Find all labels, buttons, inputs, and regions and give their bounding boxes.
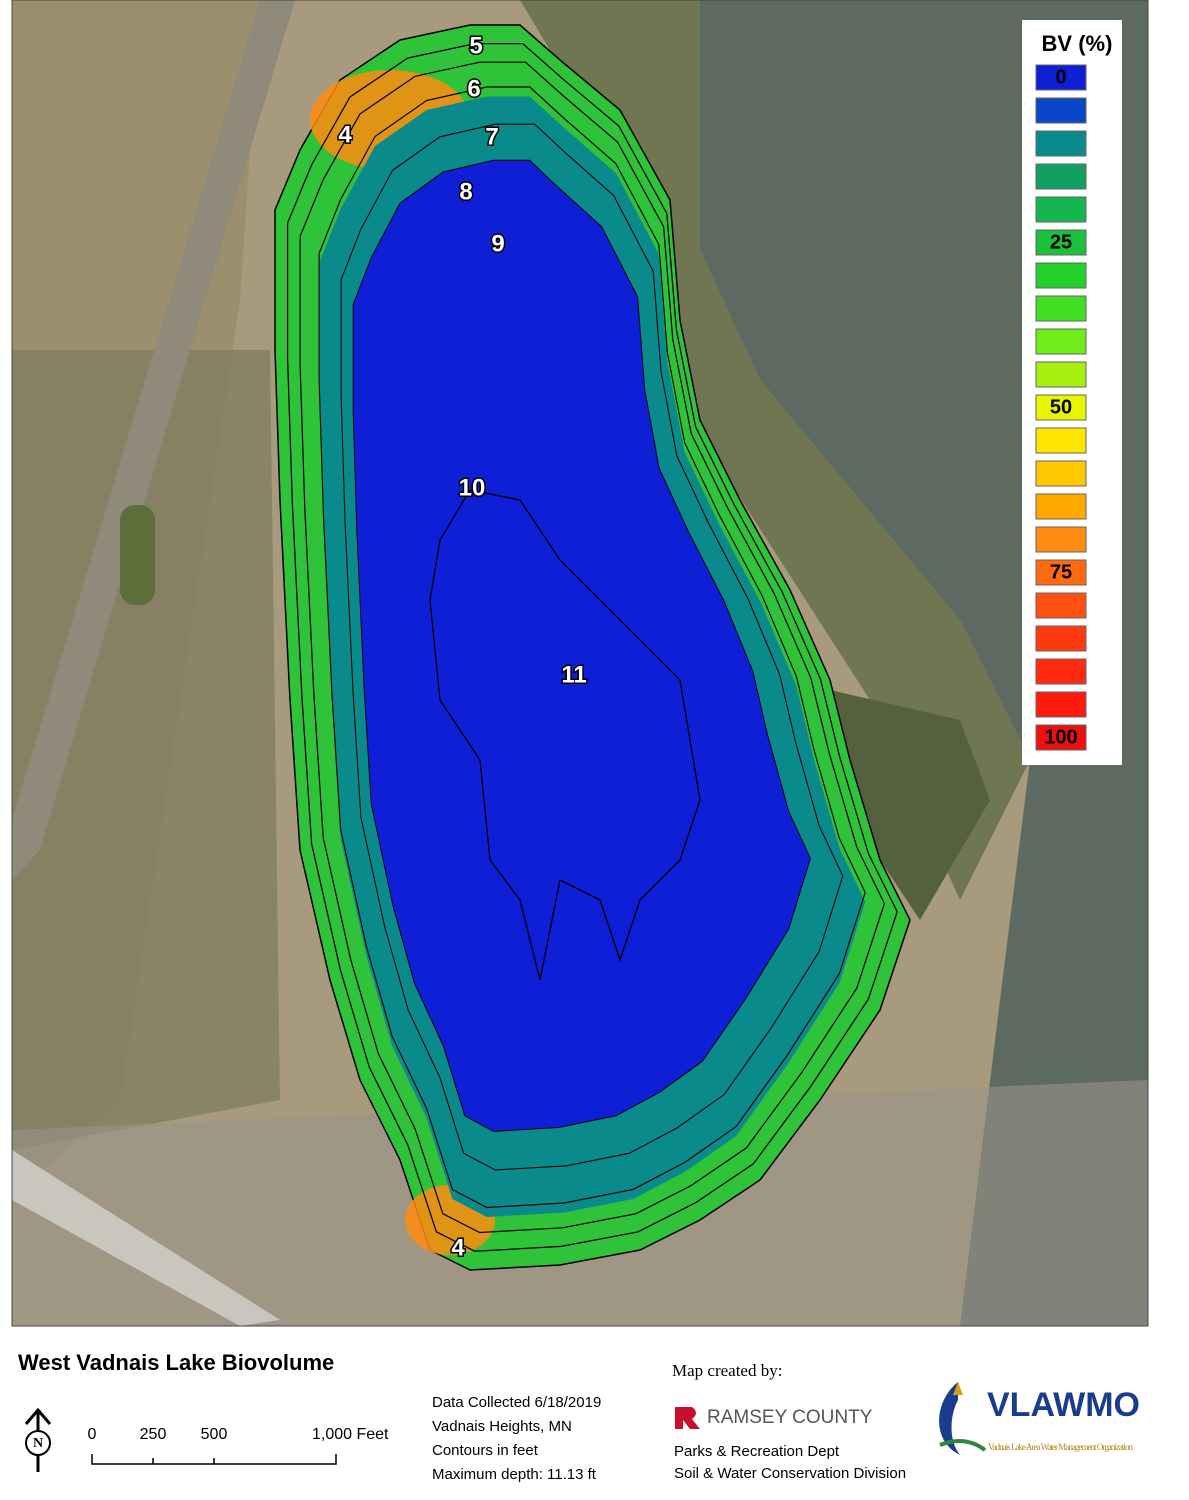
north-arrow: N [24,1407,52,1472]
ramsey-line: Soil & Water Conservation Division [674,1465,906,1482]
vlawmo-subtitle: Vadnais Lake Area Water Management Organ… [988,1442,1134,1452]
legend-swatch [1035,295,1087,322]
legend-label: 100 [1044,726,1077,748]
legend-swatch [1035,130,1087,157]
scale-label: 0 [88,1426,97,1443]
contour-label: 6 [467,75,480,102]
vlawmo-name: VLAWMO [987,1386,1140,1424]
legend-swatch [1035,361,1087,388]
map-image [12,0,1148,1326]
legend-swatch [1035,64,1087,91]
legend-swatch [1035,427,1087,454]
legend-title: BV (%) [1042,31,1113,56]
north-arrow-circle [25,1430,51,1456]
legend-swatch [1035,526,1087,553]
data-note: Data Collected 6/18/2019 [432,1394,601,1411]
contour-label: 4 [451,1234,465,1261]
legend-label: 25 [1050,231,1072,253]
legend-swatch [1035,262,1087,289]
legend-label: 75 [1050,561,1072,583]
contour-label: 11 [561,661,586,688]
contour-label: 10 [459,474,486,501]
data-note: Vadnais Heights, MN [432,1418,572,1435]
ramsey-logo [675,1407,700,1429]
legend-swatch [1035,460,1087,487]
legend-swatch [1035,196,1087,223]
scale-label: 500 [201,1426,228,1443]
map-title: West Vadnais Lake Biovolume [18,1350,334,1375]
legend-swatches: 0 25 50 75 100 [1035,64,1087,751]
north-arrow-head [24,1407,52,1425]
legend-swatch [1035,394,1087,421]
legend-swatch [1035,592,1087,619]
legend-swatch [1035,559,1087,586]
contour-label: 4 [338,121,352,148]
legend-swatch [1035,724,1087,751]
contour-labels: 5 6 4 7 89 10 11 4 [337,31,588,1263]
scale-label: 1,000 Feet [312,1426,389,1443]
data-note: Contours in feet [432,1442,539,1459]
scale-label: 250 [140,1426,167,1443]
data-note: Maximum depth: 11.13 ft [432,1466,597,1483]
legend-label: 50 [1050,396,1072,418]
legend: BV (%) 0 25 50 75 100 [1022,20,1122,765]
vlawmo-tip [953,1382,963,1395]
legend-swatch [1035,229,1087,256]
vlawmo-logo [939,1382,987,1455]
north-label: N [33,1436,43,1451]
ramsey-line: Parks & Recreation Dept [674,1443,840,1460]
legend-swatch [1035,658,1087,685]
vlawmo-drop [939,1382,960,1455]
credits-heading: Map created by: [672,1361,782,1380]
ramsey-name: RAMSEY COUNTY [707,1407,873,1428]
vlawmo-wave [939,1439,987,1452]
scale-line [91,1454,337,1465]
footer: West Vadnais Lake Biovolume N 0 250 500 … [18,1350,1140,1483]
contour-label: 7 [485,123,498,150]
legend-label: 0 [1055,66,1066,88]
legend-swatch [1035,97,1087,124]
legend-swatch [1035,328,1087,355]
contour-label: 9 [491,230,504,257]
scale-bar: 0 250 500 1,000 Feet [88,1426,389,1465]
legend-swatch [1035,691,1087,718]
legend-swatch [1035,625,1087,652]
legend-swatch [1035,493,1087,520]
contour-label: 8 [459,178,472,205]
contour-label: 5 [469,32,482,59]
legend-swatch [1035,163,1087,190]
